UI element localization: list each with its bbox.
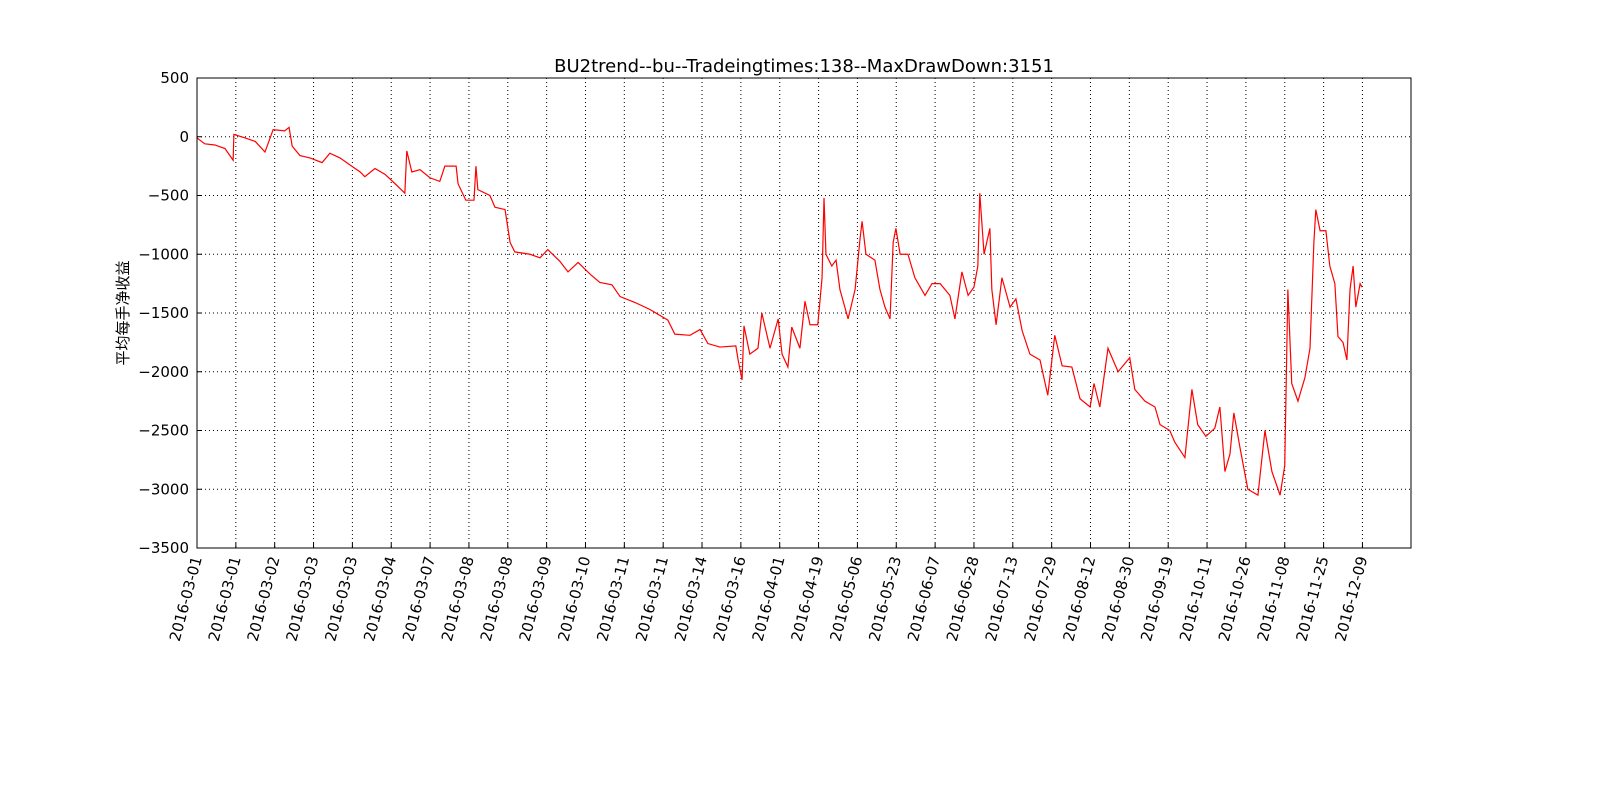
x-tick-label: 2016-03-16 <box>710 554 750 643</box>
y-tick-label: −3000 <box>138 480 189 498</box>
chart-title: BU2trend--bu--Tradeingtimes:138--MaxDraw… <box>554 56 1054 77</box>
x-tick-label: 2016-09-19 <box>1137 554 1177 643</box>
x-tick-label: 2016-05-23 <box>865 554 905 643</box>
x-tick-label: 2016-03-10 <box>554 554 594 643</box>
x-tick-label: 2016-03-08 <box>477 554 517 643</box>
y-axis-label: 平均每手净收益 <box>114 260 132 365</box>
x-tick-label: 2016-03-04 <box>360 554 400 643</box>
y-tick-label: −2000 <box>138 363 189 381</box>
x-tick-label: 2016-03-11 <box>593 554 633 643</box>
x-tick-label: 2016-03-08 <box>438 554 478 643</box>
x-tick-label: 2016-03-01 <box>166 554 206 643</box>
y-tick-label: −500 <box>148 187 189 205</box>
x-tick-label: 2016-04-01 <box>749 554 789 643</box>
x-tick-label: 2016-07-13 <box>982 554 1022 643</box>
y-tick-label: −1000 <box>138 245 189 263</box>
x-tick-label: 2016-03-03 <box>282 554 322 643</box>
y-tick-label: −3500 <box>138 539 189 557</box>
x-tick-label: 2016-11-25 <box>1293 554 1333 643</box>
x-tick-label: 2016-07-29 <box>1021 554 1061 643</box>
x-tick-label: 2016-03-07 <box>399 554 439 643</box>
x-tick-label: 2016-08-30 <box>1098 554 1138 643</box>
x-tick-label: 2016-03-09 <box>516 554 556 643</box>
x-tick-label: 2016-03-14 <box>671 554 711 643</box>
x-tick-label: 2016-03-03 <box>321 554 361 643</box>
x-tick-label: 2016-08-12 <box>1059 554 1099 643</box>
plot-frame <box>196 77 1412 549</box>
x-tick-label: 2016-10-26 <box>1215 554 1255 643</box>
x-tick-label: 2016-04-19 <box>787 554 827 643</box>
x-tick-label: 2016-05-06 <box>826 554 866 643</box>
x-tick-label: 2016-03-01 <box>205 554 245 643</box>
x-tick-label: 2016-06-28 <box>943 554 983 643</box>
x-tick-label: 2016-03-02 <box>244 554 284 643</box>
data-line <box>196 126 1363 497</box>
x-tick-label: 2016-11-08 <box>1254 554 1294 643</box>
x-tick-label: 2016-03-11 <box>632 554 672 643</box>
y-tick-label: 500 <box>160 69 189 87</box>
y-tick-label: 0 <box>179 128 189 146</box>
y-tick-label: −1500 <box>138 304 189 322</box>
y-tick-label: −2500 <box>138 422 189 440</box>
x-tick-label: 2016-12-09 <box>1331 554 1371 643</box>
x-tick-label: 2016-10-11 <box>1176 554 1216 643</box>
x-tick-label: 2016-06-07 <box>904 554 944 643</box>
